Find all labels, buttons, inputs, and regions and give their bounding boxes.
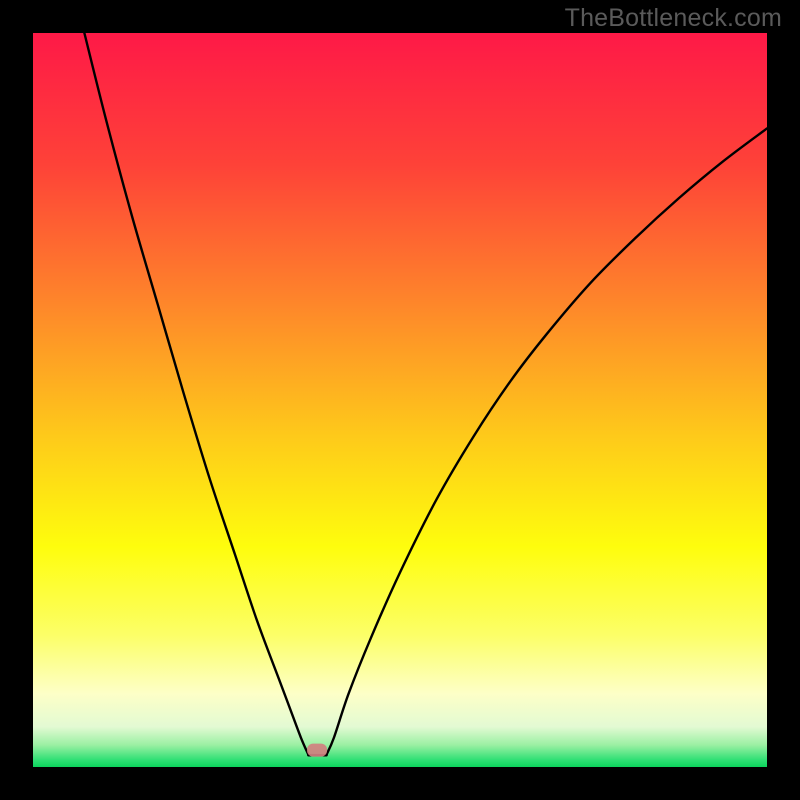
bottleneck-curve-chart [0,0,800,800]
plot-background [33,33,767,767]
optimal-point-marker [307,744,327,757]
chart-frame: TheBottleneck.com [0,0,800,800]
